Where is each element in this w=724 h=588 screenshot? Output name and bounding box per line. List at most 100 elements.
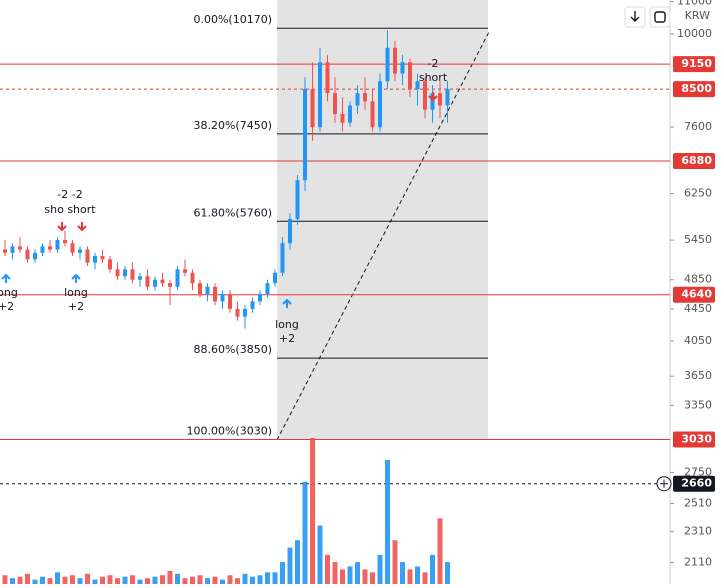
long-arrow xyxy=(71,273,81,283)
fullscreen-button[interactable] xyxy=(649,6,671,28)
volume-bar xyxy=(55,572,60,584)
volume-bar xyxy=(272,572,278,584)
y-tick-label: 11000 xyxy=(677,0,712,8)
candle-body xyxy=(25,249,30,260)
volume-bar xyxy=(2,575,8,584)
candle-body xyxy=(145,276,150,287)
candle-body xyxy=(258,294,262,302)
candle-body xyxy=(243,308,247,317)
candle-body xyxy=(123,269,127,277)
candle-body xyxy=(400,62,405,74)
y-tick-label: 2510 xyxy=(684,496,712,509)
volume-bar xyxy=(362,569,368,584)
long-arrow xyxy=(282,298,292,308)
candle-body xyxy=(70,243,75,253)
candle-body xyxy=(33,252,37,260)
y-tick-label: 4850 xyxy=(684,273,712,286)
y-tick-label: 7600 xyxy=(684,120,712,133)
candle-body xyxy=(288,218,292,244)
price-tag-label: 2660 xyxy=(681,477,712,490)
volume-bar xyxy=(445,562,450,584)
volume-bar xyxy=(415,566,420,584)
candle-body xyxy=(333,93,337,114)
candle-body xyxy=(85,249,90,263)
volume-bar xyxy=(100,576,105,584)
candle-body xyxy=(190,272,195,284)
volume-bar xyxy=(430,554,435,584)
currency-label: KRW xyxy=(685,9,710,22)
volume-bar xyxy=(115,578,120,584)
volume-bar xyxy=(287,547,293,584)
signal-label: +2 xyxy=(68,300,84,313)
candle-body xyxy=(55,240,60,250)
short-arrow xyxy=(57,222,67,232)
y-tick-label: 4050 xyxy=(684,334,712,347)
volume-bar xyxy=(302,481,308,584)
candle-body xyxy=(378,81,382,128)
volume-bar xyxy=(167,570,173,584)
volume-bar xyxy=(40,576,45,584)
volume-bar xyxy=(377,554,383,584)
volume-bar xyxy=(422,572,428,584)
candle-body xyxy=(355,93,360,106)
fib-label: 100.00%(3030) xyxy=(186,424,272,437)
candle-body xyxy=(198,283,202,295)
candle-body xyxy=(183,269,187,273)
trend-line xyxy=(276,29,491,441)
volume-bar xyxy=(220,579,225,584)
volume-bar xyxy=(197,575,203,584)
candle-body xyxy=(130,269,135,280)
y-tick-label: 6250 xyxy=(684,187,712,200)
candle-body xyxy=(78,249,82,253)
volume-bar xyxy=(310,438,315,584)
candle-body xyxy=(250,301,255,309)
volume-bar xyxy=(235,578,240,584)
y-tick-label: 4450 xyxy=(684,302,712,315)
candle-body xyxy=(280,243,285,273)
fib-label: 38.20%(7450) xyxy=(193,119,272,132)
candle-body xyxy=(168,283,172,287)
volume-bar xyxy=(437,518,443,584)
candle-body xyxy=(213,286,217,302)
candle-body xyxy=(303,89,307,181)
volume-bar xyxy=(107,575,113,584)
y-tick-label: 2750 xyxy=(684,465,712,478)
volume-bar xyxy=(250,576,255,584)
volume-bar xyxy=(257,575,263,584)
fib-range-box xyxy=(277,0,488,440)
volume-bar xyxy=(242,573,248,584)
candle-body xyxy=(40,246,45,253)
candle-body xyxy=(348,105,352,123)
candle-body xyxy=(10,246,15,253)
candle-body xyxy=(205,286,210,295)
y-tick-label: 2110 xyxy=(684,555,712,568)
volume-bar xyxy=(340,569,345,584)
candle-body xyxy=(115,269,120,277)
price-tag xyxy=(673,475,715,492)
volume-bar xyxy=(385,459,390,584)
volume-bar xyxy=(152,576,158,584)
candle-body xyxy=(370,101,375,128)
candle-body xyxy=(393,47,397,74)
volume-bar xyxy=(182,578,188,584)
signal-label: sho short xyxy=(44,203,96,216)
volume-bar xyxy=(295,540,300,584)
price-tag xyxy=(673,56,715,73)
y-tick-label: 10000 xyxy=(677,27,712,40)
fib-label: 0.00%(10170) xyxy=(193,13,272,26)
volume-bar xyxy=(280,562,285,584)
volume-bar xyxy=(205,578,210,584)
candle-body xyxy=(325,62,330,94)
candle-body xyxy=(228,294,232,309)
price-tag xyxy=(673,81,715,98)
volume-bar xyxy=(85,573,90,584)
volume-bar xyxy=(212,576,218,584)
long-arrow xyxy=(1,273,11,283)
candle-body xyxy=(445,89,450,106)
scroll-button[interactable] xyxy=(624,6,646,28)
volume-bar xyxy=(145,578,150,584)
price-tag xyxy=(673,152,715,169)
volume-bar xyxy=(265,572,270,584)
candle-body xyxy=(3,249,7,253)
volume-bar xyxy=(227,575,233,584)
